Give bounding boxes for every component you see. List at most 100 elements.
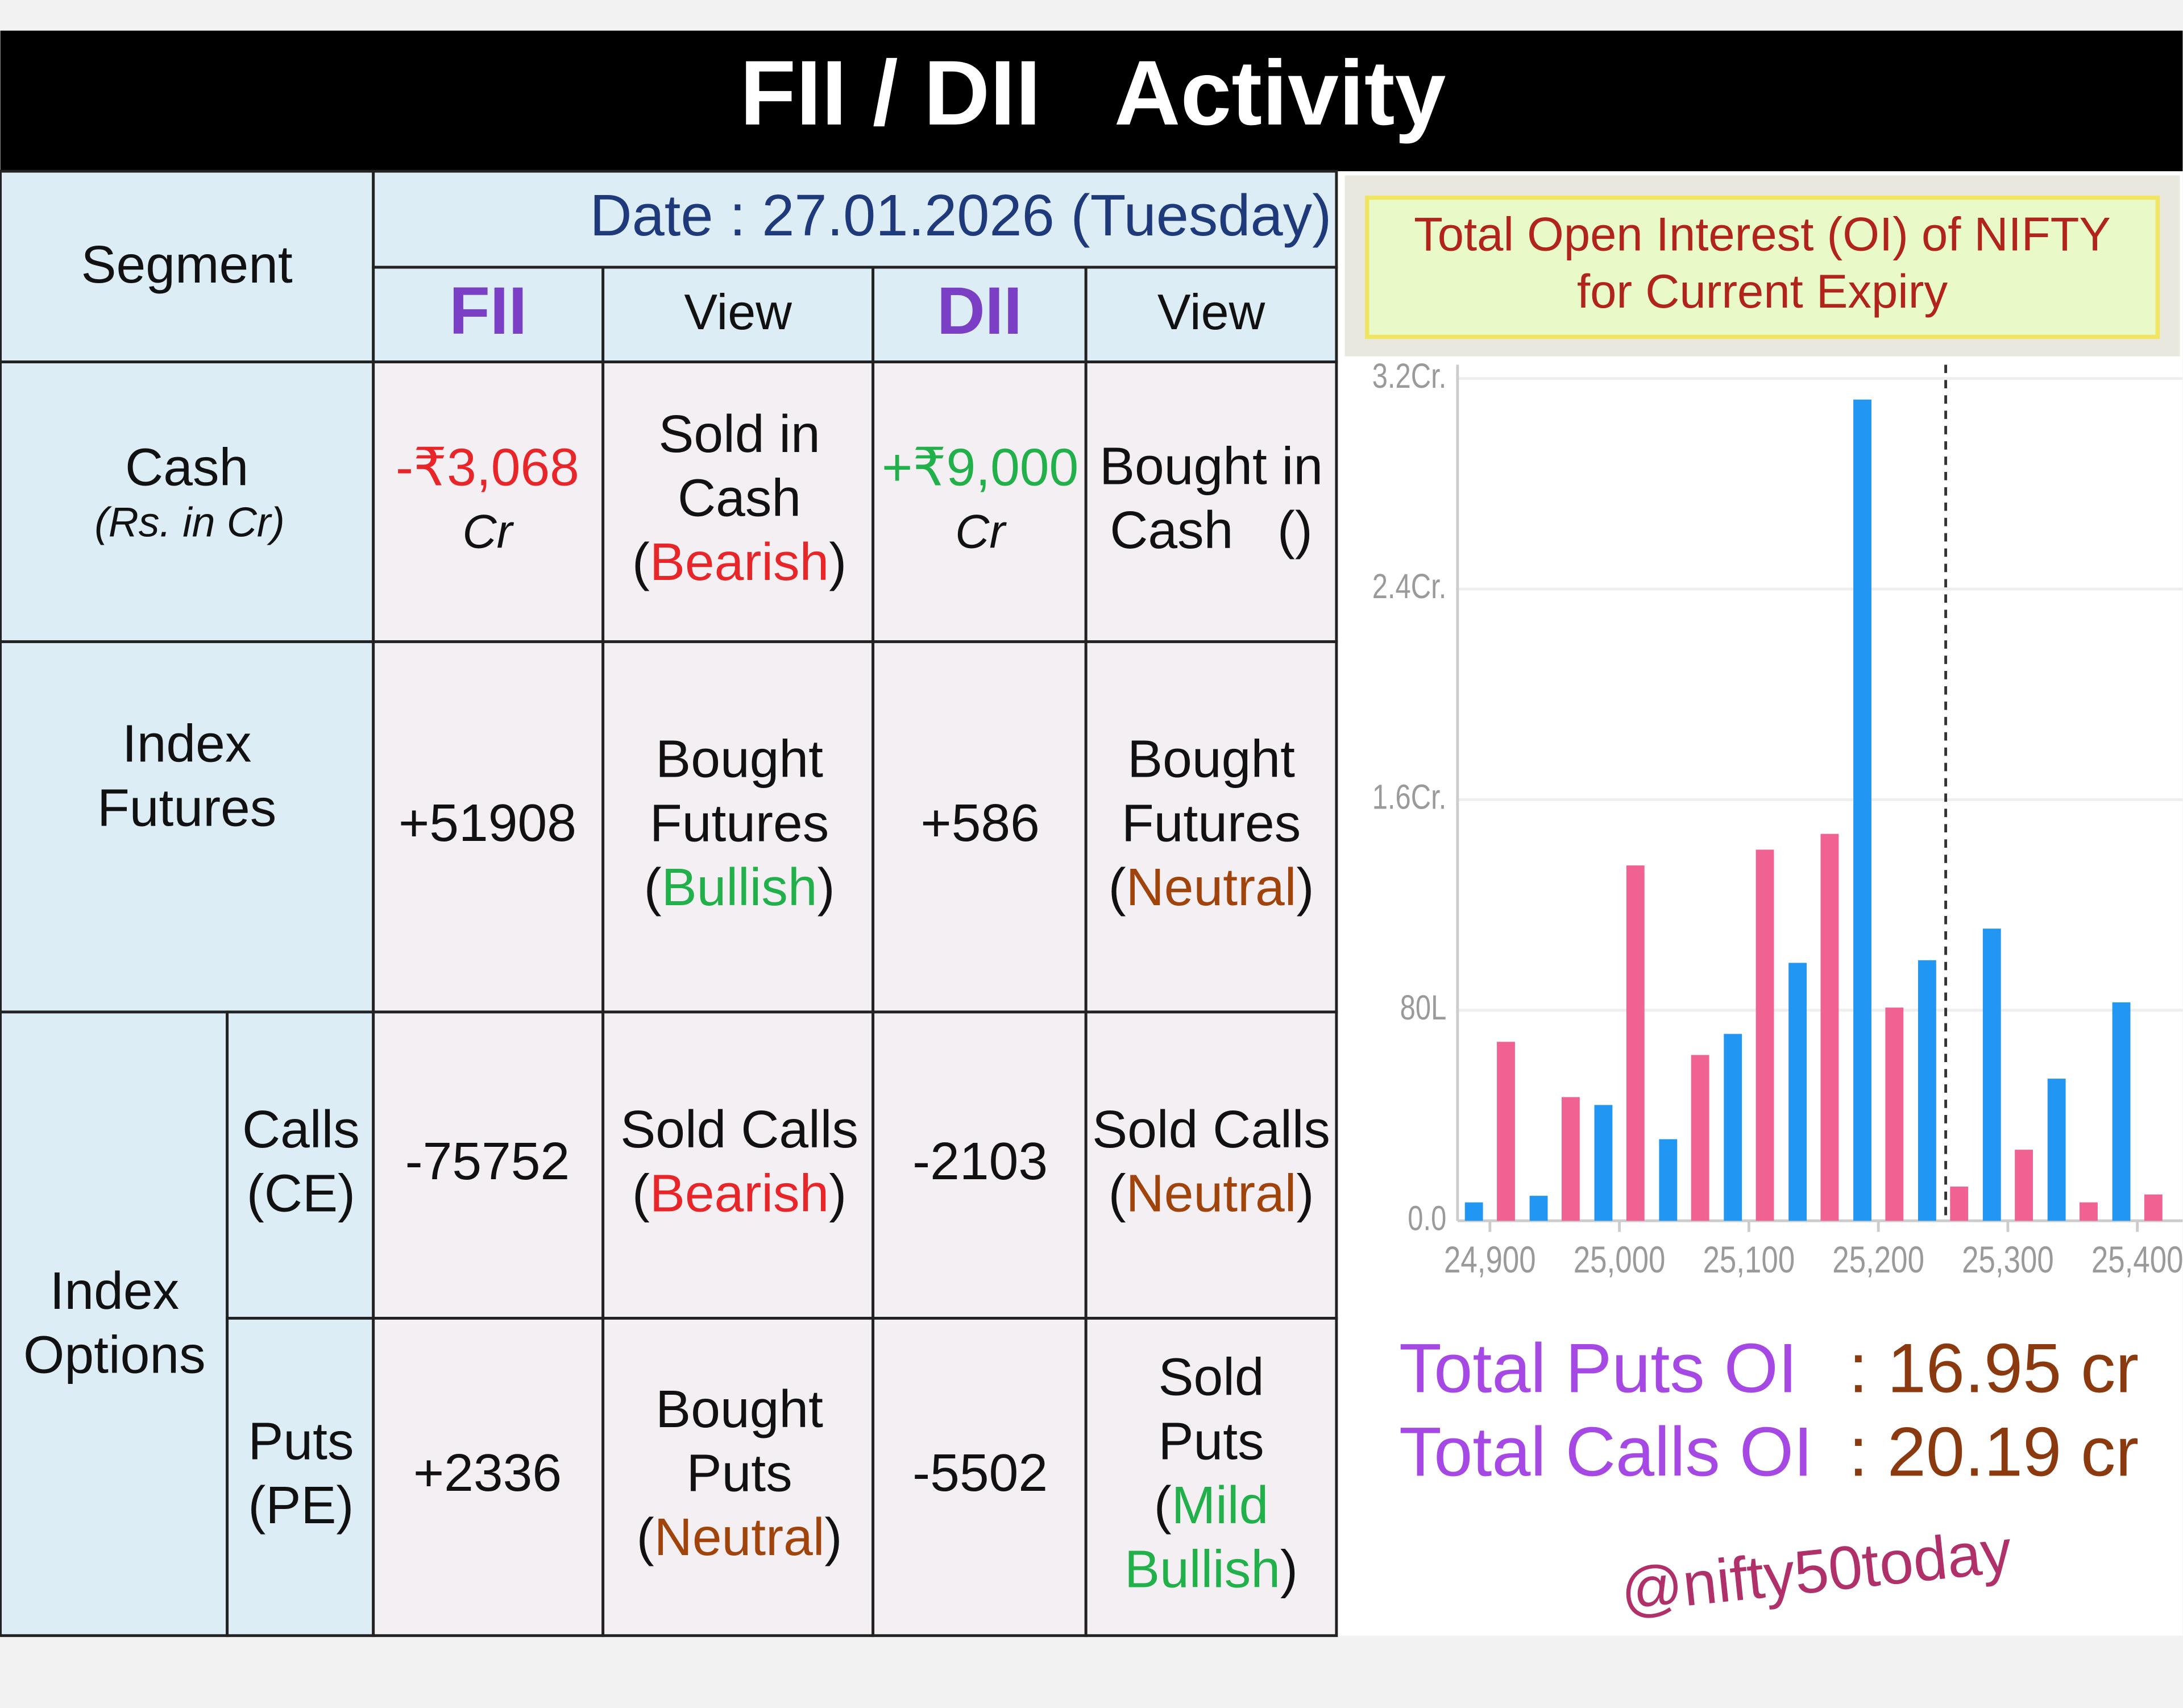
bar	[1755, 849, 1774, 1221]
cell-text: Cash	[678, 468, 801, 527]
cell-text: (Neutral)	[637, 1507, 843, 1566]
cell	[871, 1317, 1088, 1637]
text-piece: Calls	[242, 1099, 360, 1158]
cell	[601, 1010, 875, 1320]
bar	[2080, 1202, 2098, 1221]
value: +586	[920, 793, 1040, 852]
value: +51908	[399, 793, 576, 852]
oi-box	[1365, 195, 2160, 339]
cell-text: Puts	[1158, 1411, 1264, 1470]
text-piece: )	[1280, 1539, 1298, 1598]
cell-text: Sold in	[658, 404, 820, 463]
text-piece: (	[1154, 1475, 1172, 1534]
column-header: DII	[937, 273, 1022, 348]
note: (Rs. in Cr)	[94, 499, 285, 546]
text-piece: Puts	[687, 1443, 792, 1502]
bar	[1885, 1008, 1904, 1221]
text-piece: Cash ()	[1110, 500, 1313, 559]
bar	[1982, 928, 2001, 1221]
value: -₹3,068	[396, 437, 579, 496]
title: FII / DII Activity	[740, 42, 1446, 144]
text-piece: Sold Calls	[620, 1099, 858, 1158]
bar	[1659, 1139, 1678, 1221]
text-piece: Sold	[1158, 1347, 1264, 1406]
segment-header: Segment	[81, 235, 292, 294]
text-piece: Options	[23, 1325, 206, 1384]
bar	[2112, 1002, 2131, 1221]
cell-text: Index	[50, 1261, 180, 1320]
cell-text: Bought	[655, 729, 823, 788]
y-tick-label: 0.0	[1408, 1199, 1446, 1237]
cell-text: (Bearish)	[632, 532, 846, 591]
bar	[1950, 1186, 1969, 1221]
sentiment: Bullish	[1124, 1539, 1280, 1598]
value: -2103	[912, 1131, 1048, 1191]
bar	[1918, 960, 1936, 1221]
cell-text: Sold	[1158, 1347, 1264, 1406]
y-tick-label: 1.6Cr.	[1372, 777, 1447, 816]
sentiment: Bearish	[650, 532, 829, 591]
text-piece: Futures	[650, 793, 829, 852]
text-piece: Index	[122, 714, 252, 773]
sentiment: Bullish	[662, 857, 817, 916]
cell	[1084, 640, 1338, 1014]
text-piece: (	[632, 1163, 650, 1222]
text-piece: (	[632, 532, 650, 591]
sentiment: Neutral	[654, 1507, 825, 1566]
cell-text: (Neutral)	[1109, 1163, 1314, 1222]
bar	[2144, 1194, 2163, 1221]
value: +2336	[413, 1443, 562, 1502]
bar	[2015, 1150, 2033, 1221]
cell-text: Puts	[248, 1411, 354, 1470]
text-piece: (	[1109, 857, 1126, 916]
cell-text: Bought in	[1099, 436, 1323, 495]
bar	[2047, 1079, 2066, 1221]
text-piece: Sold in	[658, 404, 820, 463]
column-header: FII	[449, 273, 527, 348]
text-piece: Futures	[97, 778, 276, 837]
text-piece: Cash	[678, 468, 801, 527]
oi-title: Total Open Interest (OI) of NIFTY	[1414, 208, 2111, 261]
text-piece: )	[817, 857, 835, 916]
text-piece: Bought	[655, 1379, 823, 1438]
text-piece: Futures	[1122, 793, 1301, 852]
cell	[0, 360, 375, 644]
text-piece: )	[1296, 1163, 1314, 1222]
bar	[1497, 1042, 1515, 1221]
cell	[871, 640, 1088, 1014]
x-tick-label: 25,200	[1832, 1238, 1924, 1280]
x-tick-label: 25,300	[1962, 1238, 2054, 1280]
cell-text: Bought	[1127, 729, 1295, 788]
unit: Cr	[955, 505, 1007, 558]
cell	[0, 1010, 229, 1637]
text-piece: )	[825, 1507, 843, 1566]
cell	[871, 1010, 1088, 1320]
cell	[226, 1317, 375, 1637]
text-piece: Puts	[248, 1411, 354, 1470]
cell-text: Bought	[655, 1379, 823, 1438]
cell	[1084, 1010, 1338, 1320]
cell	[601, 1317, 875, 1637]
x-tick-label: 24,900	[1444, 1238, 1536, 1280]
cell-text: Puts	[687, 1443, 792, 1502]
cell-text: (CE)	[247, 1163, 355, 1222]
bar	[1724, 1034, 1742, 1221]
sentiment: Bearish	[650, 1163, 829, 1222]
cell	[601, 640, 875, 1014]
sentiment: Neutral	[1126, 857, 1297, 916]
cell	[1084, 1317, 1338, 1637]
bar	[1691, 1055, 1709, 1221]
cell	[372, 360, 605, 644]
cell-text: Index	[122, 714, 252, 773]
cell-text: Futures	[97, 778, 276, 837]
cell	[226, 1010, 375, 1320]
text-piece: Index	[50, 1261, 180, 1320]
text-piece: )	[829, 532, 846, 591]
bar	[1626, 865, 1645, 1221]
cell-text: Options	[23, 1325, 206, 1384]
value: -5502	[912, 1443, 1048, 1502]
cell	[372, 640, 605, 1014]
x-tick-label: 25,400	[2091, 1238, 2183, 1280]
